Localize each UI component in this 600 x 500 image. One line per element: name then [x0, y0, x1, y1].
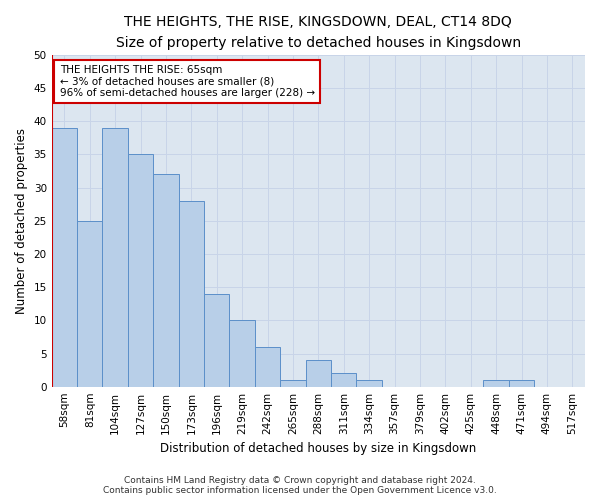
Text: THE HEIGHTS THE RISE: 65sqm
← 3% of detached houses are smaller (8)
96% of semi-: THE HEIGHTS THE RISE: 65sqm ← 3% of deta…: [59, 65, 315, 98]
Bar: [77, 221, 103, 386]
Bar: [484, 380, 509, 386]
Bar: [331, 374, 356, 386]
Bar: [356, 380, 382, 386]
Bar: [280, 380, 305, 386]
Bar: [179, 201, 204, 386]
Bar: [305, 360, 331, 386]
Bar: [204, 294, 229, 386]
Bar: [153, 174, 179, 386]
Text: Contains HM Land Registry data © Crown copyright and database right 2024.
Contai: Contains HM Land Registry data © Crown c…: [103, 476, 497, 495]
Y-axis label: Number of detached properties: Number of detached properties: [15, 128, 28, 314]
Bar: [103, 128, 128, 386]
Bar: [229, 320, 255, 386]
X-axis label: Distribution of detached houses by size in Kingsdown: Distribution of detached houses by size …: [160, 442, 476, 455]
Bar: [509, 380, 534, 386]
Title: THE HEIGHTS, THE RISE, KINGSDOWN, DEAL, CT14 8DQ
Size of property relative to de: THE HEIGHTS, THE RISE, KINGSDOWN, DEAL, …: [116, 15, 521, 50]
Bar: [255, 347, 280, 387]
Bar: [52, 128, 77, 386]
Bar: [128, 154, 153, 386]
